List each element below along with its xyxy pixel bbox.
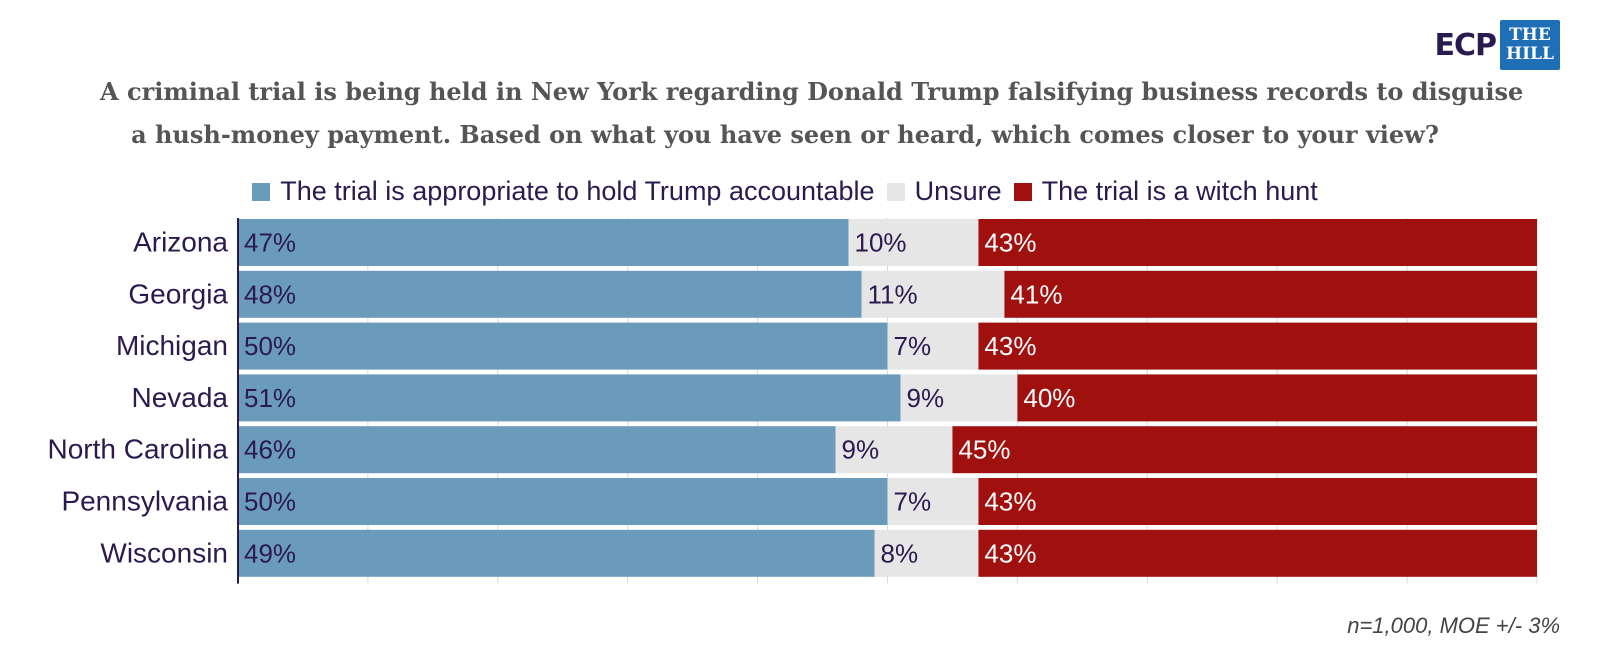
data-label-witch-hunt: 41% bbox=[1010, 279, 1062, 309]
data-label-witch-hunt: 43% bbox=[984, 331, 1036, 361]
bar-witch-hunt bbox=[978, 478, 1537, 525]
data-label-unsure: 9% bbox=[842, 435, 880, 465]
bar-accountable bbox=[238, 426, 836, 474]
legend-label-accountable: The trial is appropriate to hold Trump a… bbox=[280, 176, 875, 206]
bar-witch-hunt bbox=[978, 529, 1537, 577]
bar-unsure bbox=[848, 219, 979, 266]
category-label: Nevada bbox=[131, 382, 228, 413]
bar-witch-hunt bbox=[952, 426, 1537, 474]
bar-accountable bbox=[238, 478, 888, 525]
data-label-unsure: 7% bbox=[894, 487, 932, 517]
data-label-accountable: 50% bbox=[244, 487, 296, 517]
bar-accountable bbox=[238, 529, 875, 577]
chart-title-line-2: a hush-money payment. Based on what you … bbox=[131, 120, 1439, 149]
data-label-unsure: 11% bbox=[868, 279, 918, 309]
legend-label-unsure: Unsure bbox=[914, 176, 1002, 206]
legend-label-witch-hunt: The trial is a witch hunt bbox=[1041, 176, 1318, 206]
data-label-witch-hunt: 43% bbox=[984, 228, 1036, 258]
bar-unsure bbox=[900, 374, 1018, 422]
category-label: Pennsylvania bbox=[61, 486, 228, 517]
bar-accountable bbox=[238, 322, 888, 370]
category-label: Wisconsin bbox=[100, 537, 228, 568]
bar-unsure bbox=[887, 322, 979, 370]
bar-unsure bbox=[861, 270, 1005, 318]
data-label-unsure: 9% bbox=[906, 383, 944, 413]
ecp-logo: ECP bbox=[1434, 27, 1497, 63]
data-label-unsure: 10% bbox=[855, 228, 907, 258]
legend-swatch-accountable bbox=[252, 182, 271, 201]
data-label-witch-hunt: 40% bbox=[1023, 383, 1075, 413]
bar-witch-hunt bbox=[978, 322, 1537, 370]
bar-witch-hunt bbox=[978, 219, 1537, 266]
data-label-witch-hunt: 45% bbox=[958, 435, 1010, 465]
chart-title-line-1: A criminal trial is being held in New Yo… bbox=[100, 77, 1524, 106]
data-label-accountable: 47% bbox=[244, 228, 296, 258]
legend-swatch-witch-hunt bbox=[1013, 182, 1032, 201]
chart-title: A criminal trial is being held in New Yo… bbox=[100, 70, 1524, 156]
bar-witch-hunt bbox=[1004, 270, 1537, 318]
legend-swatch-unsure bbox=[886, 182, 905, 201]
the-hill-logo-line1: THE bbox=[1509, 25, 1551, 45]
the-hill-logo-line2: HILL bbox=[1506, 44, 1554, 64]
bar-unsure bbox=[874, 529, 979, 577]
data-label-accountable: 48% bbox=[244, 279, 296, 309]
data-label-accountable: 46% bbox=[244, 435, 296, 465]
legend-item-unsure: Unsure bbox=[886, 176, 1002, 207]
the-hill-logo: THE HILL bbox=[1500, 20, 1560, 70]
logo: ECP THE HILL bbox=[1434, 20, 1560, 70]
bar-witch-hunt bbox=[1017, 374, 1537, 422]
footnote: n=1,000, MOE +/- 3% bbox=[1347, 613, 1560, 638]
data-label-accountable: 50% bbox=[244, 331, 296, 361]
legend: The trial is appropriate to hold Trump a… bbox=[0, 176, 1570, 207]
category-label: Michigan bbox=[116, 330, 228, 361]
legend-item-witch-hunt: The trial is a witch hunt bbox=[1013, 176, 1318, 207]
data-label-unsure: 8% bbox=[881, 538, 919, 568]
category-label: Georgia bbox=[128, 278, 228, 309]
bar-unsure bbox=[887, 478, 979, 525]
bar-accountable bbox=[238, 219, 849, 266]
category-label: Arizona bbox=[133, 227, 228, 258]
legend-item-accountable: The trial is appropriate to hold Trump a… bbox=[252, 176, 875, 207]
category-label: North Carolina bbox=[47, 434, 228, 465]
bar-accountable bbox=[238, 270, 862, 318]
data-label-unsure: 7% bbox=[894, 331, 932, 361]
data-label-witch-hunt: 43% bbox=[984, 538, 1036, 568]
data-label-accountable: 49% bbox=[244, 538, 296, 568]
bar-accountable bbox=[238, 374, 901, 422]
data-label-witch-hunt: 43% bbox=[984, 487, 1036, 517]
data-label-accountable: 51% bbox=[244, 383, 296, 413]
bar-unsure bbox=[835, 426, 953, 474]
